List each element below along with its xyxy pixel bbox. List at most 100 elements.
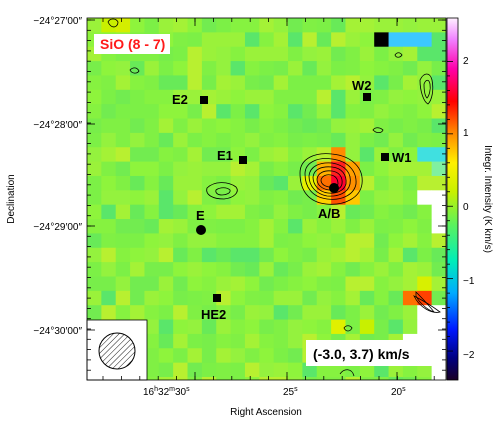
map-pixel — [130, 118, 145, 134]
map-pixel — [173, 190, 188, 206]
map-pixel — [201, 290, 217, 306]
map-pixel — [388, 219, 404, 234]
map-pixel — [374, 290, 389, 306]
map-pixel — [87, 132, 102, 148]
map-pixel — [144, 118, 160, 134]
map-pixel — [359, 290, 375, 306]
colorbar: 2 1 0 −1 −2 Integr. Intensity (K km/s) — [446, 17, 493, 381]
map-pixel — [101, 233, 117, 249]
contour-w2-2 — [423, 79, 431, 99]
map-pixel — [144, 362, 160, 378]
beam-hatched-circle — [98, 332, 136, 370]
map-pixel — [201, 262, 217, 277]
map-pixel — [302, 319, 318, 335]
map-pixel — [331, 305, 346, 320]
map-pixel — [244, 290, 260, 306]
map-pixel — [201, 362, 217, 378]
map-pixel — [115, 132, 131, 148]
map-pixel — [187, 46, 203, 62]
map-pixel — [158, 362, 174, 378]
map-pixel — [173, 305, 188, 320]
map-pixel — [244, 377, 260, 380]
map-pixel — [345, 247, 361, 263]
contour-ab-3 — [308, 162, 351, 197]
map-pixel — [431, 104, 446, 119]
map-pixel — [431, 190, 446, 206]
map-pixel — [187, 147, 203, 162]
map-pixel — [402, 147, 418, 162]
map-pixel — [316, 18, 332, 33]
map-pixel — [331, 18, 346, 33]
map-pixel — [244, 190, 260, 206]
map-pixel — [230, 18, 246, 33]
map-pixel — [374, 305, 389, 320]
map-pixel — [216, 219, 231, 234]
map-pixel — [187, 276, 203, 292]
map-pixel — [431, 175, 446, 191]
map-pixel — [130, 247, 145, 263]
map-pixel — [244, 18, 260, 33]
map-pixel — [187, 118, 203, 134]
map-pixel — [130, 175, 145, 191]
map-pixel — [201, 190, 217, 206]
map-pixel — [331, 46, 346, 62]
map-pixel — [316, 147, 332, 162]
map-pixel — [288, 32, 303, 48]
map-pixel — [230, 75, 246, 91]
map-pixel — [331, 104, 346, 119]
map-pixel — [216, 319, 231, 335]
map-pixel — [331, 290, 346, 306]
map-pixel — [288, 18, 303, 33]
map-pixel — [187, 333, 203, 349]
map-pixel — [230, 46, 246, 62]
map-pixel — [431, 333, 446, 349]
map-pixel — [331, 247, 346, 263]
map-pixel — [374, 190, 389, 206]
map-pixel — [345, 61, 361, 76]
velocity-box: (-3.0, 3.7) km/s — [306, 340, 432, 366]
map-pixel — [374, 118, 389, 134]
contour-ab-2 — [304, 158, 357, 200]
map-pixel — [173, 161, 188, 177]
map-pixel — [187, 89, 203, 105]
map-pixel — [288, 247, 303, 263]
map-pixel — [201, 319, 217, 335]
map-pixel — [158, 377, 174, 380]
map-pixel — [115, 89, 131, 105]
map-pixel — [374, 204, 389, 220]
map-pixel — [244, 75, 260, 91]
map-pixel — [359, 305, 375, 320]
map-pixel — [201, 333, 217, 349]
map-pixel — [201, 147, 217, 162]
map-pixel — [259, 319, 275, 335]
map-pixel — [388, 32, 404, 48]
map-pixel — [187, 233, 203, 249]
contour-w2-1 — [419, 73, 434, 105]
map-pixel — [316, 276, 332, 292]
map-pixel — [302, 247, 318, 263]
contour-ab-4 — [312, 166, 347, 194]
map-pixel — [431, 247, 446, 263]
map-pixel — [87, 290, 102, 306]
x-tick-label-2: 20s — [391, 386, 406, 398]
map-pixel — [273, 190, 289, 206]
map-pixel — [302, 161, 318, 177]
map-pixel — [417, 32, 433, 48]
map-pixel — [388, 290, 404, 306]
map-pixel — [417, 319, 433, 335]
map-pixel — [144, 61, 160, 76]
map-pixel — [388, 362, 404, 378]
map-pixel — [230, 161, 246, 177]
map-pixel — [288, 233, 303, 249]
map-pixel — [173, 89, 188, 105]
beam-inset — [86, 319, 148, 381]
map-pixel — [316, 362, 332, 378]
map-pixel — [316, 233, 332, 249]
map-pixel — [417, 204, 433, 220]
map-pixel — [302, 132, 318, 148]
marker-e — [196, 225, 206, 235]
map-pixel — [273, 18, 289, 33]
map-pixel — [101, 204, 117, 220]
map-pixel — [288, 147, 303, 162]
map-pixel — [144, 233, 160, 249]
